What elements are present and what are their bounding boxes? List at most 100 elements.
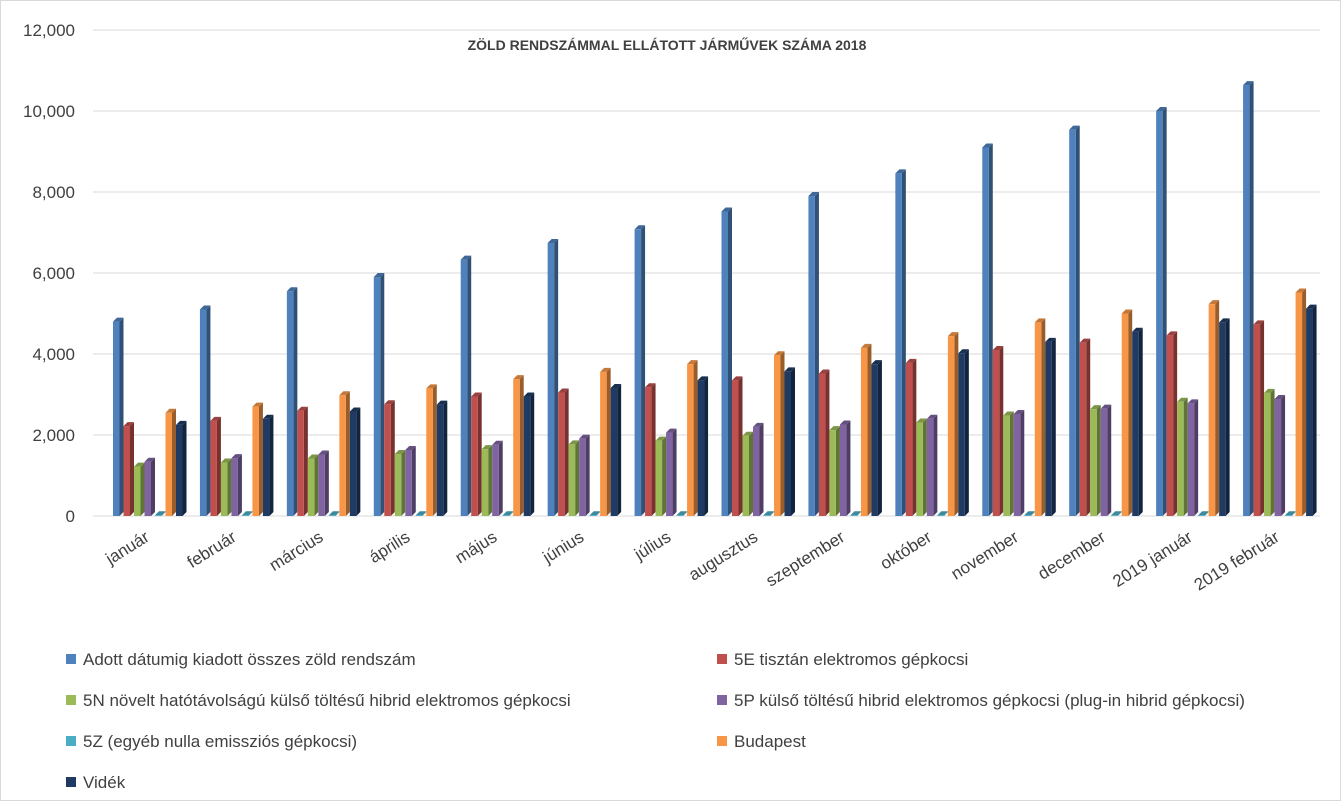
bar bbox=[155, 511, 166, 516]
bar bbox=[436, 400, 448, 516]
bar bbox=[1177, 397, 1188, 516]
bar bbox=[165, 408, 176, 516]
bar bbox=[732, 376, 743, 516]
bars-layer bbox=[113, 81, 1317, 517]
bar bbox=[373, 273, 385, 516]
bar bbox=[297, 406, 308, 516]
legend-label: Adott dátumig kiadott összes zöld rendsz… bbox=[83, 650, 416, 669]
bar bbox=[1253, 320, 1265, 516]
bar bbox=[210, 416, 221, 516]
bar bbox=[471, 392, 482, 516]
bar bbox=[676, 511, 688, 516]
bar bbox=[916, 418, 927, 516]
bar bbox=[871, 360, 882, 516]
bar bbox=[1024, 511, 1035, 516]
y-tick-label: 8,000 bbox=[32, 183, 75, 202]
chart-title: ZÖLD RENDSZÁMMAL ELLÁTOTT JÁRMŰVEK SZÁMA… bbox=[468, 36, 867, 53]
legend-label: 5N növelt hatótávolságú külső töltésű hi… bbox=[83, 691, 571, 710]
bar bbox=[1045, 337, 1056, 516]
bar bbox=[1013, 409, 1025, 516]
x-tick-label: március bbox=[266, 527, 327, 575]
bar bbox=[405, 445, 416, 516]
bar bbox=[1219, 318, 1230, 516]
legend-label: Vidék bbox=[83, 773, 126, 792]
x-tick-label: 2019 január bbox=[1109, 527, 1196, 591]
x-tick-label: november bbox=[948, 527, 1022, 583]
bar bbox=[558, 388, 569, 516]
x-tick-label: február bbox=[184, 527, 240, 572]
bar bbox=[958, 349, 969, 516]
bar bbox=[1243, 81, 1254, 516]
bar bbox=[1090, 405, 1101, 516]
bar bbox=[1132, 327, 1143, 516]
legend-item: 5E tisztán elektromos gépkocsi bbox=[717, 650, 968, 669]
x-tick-label: július bbox=[630, 527, 674, 564]
bar bbox=[1111, 511, 1122, 516]
bar bbox=[666, 428, 677, 516]
bar bbox=[774, 351, 785, 516]
bar bbox=[1264, 388, 1275, 516]
y-tick-label: 6,000 bbox=[32, 264, 75, 283]
bar bbox=[144, 457, 155, 516]
bar bbox=[318, 450, 329, 516]
bar bbox=[937, 511, 948, 516]
bar bbox=[1208, 300, 1220, 516]
bar bbox=[426, 384, 437, 516]
bar bbox=[252, 402, 263, 516]
legend-swatch bbox=[66, 654, 76, 664]
bar bbox=[589, 511, 601, 516]
bar bbox=[655, 436, 667, 516]
bar bbox=[307, 454, 319, 516]
bar bbox=[947, 332, 959, 516]
bar bbox=[860, 343, 872, 516]
legend-item: 5N növelt hatótávolságú külső töltésű hi… bbox=[66, 691, 571, 710]
bar bbox=[134, 462, 145, 516]
legend-label: 5P külső töltésű hibrid elektromos gépko… bbox=[734, 691, 1245, 710]
bar bbox=[1187, 399, 1199, 516]
x-tick-label: április bbox=[366, 527, 414, 567]
bar bbox=[1079, 338, 1091, 516]
bar bbox=[231, 454, 242, 516]
bar bbox=[1274, 394, 1286, 516]
bar bbox=[600, 367, 611, 516]
bar bbox=[349, 407, 361, 516]
bar bbox=[1306, 304, 1317, 516]
bar bbox=[634, 225, 646, 516]
x-tick-label: január bbox=[102, 527, 153, 569]
legend: Adott dátumig kiadott összes zöld rendsz… bbox=[66, 650, 1245, 792]
x-tick-label: december bbox=[1035, 527, 1109, 583]
bar bbox=[721, 207, 732, 516]
bar bbox=[523, 392, 535, 516]
bar bbox=[1121, 309, 1133, 516]
bar bbox=[784, 367, 795, 516]
bar bbox=[1100, 404, 1112, 516]
bar bbox=[905, 358, 917, 516]
x-tick-label: május bbox=[452, 527, 501, 567]
bar bbox=[850, 511, 861, 516]
bar bbox=[1069, 125, 1080, 516]
bar bbox=[982, 143, 993, 516]
bar bbox=[610, 384, 622, 516]
bar bbox=[176, 420, 187, 516]
y-axis-tick-labels: 0 2,000 4,000 6,000 8,000 10,000 12,000 bbox=[23, 21, 75, 526]
bar bbox=[113, 317, 124, 516]
bar bbox=[1295, 288, 1307, 516]
bar bbox=[460, 255, 472, 516]
bar bbox=[339, 391, 350, 516]
legend-item: Adott dátumig kiadott összes zöld rendsz… bbox=[66, 650, 416, 669]
bar bbox=[241, 511, 253, 516]
bar bbox=[808, 192, 819, 517]
bar bbox=[502, 511, 514, 516]
bar bbox=[992, 345, 1004, 516]
bar bbox=[492, 440, 503, 516]
bar bbox=[1003, 411, 1014, 516]
bar bbox=[415, 511, 427, 516]
legend-label: 5E tisztán elektromos gépkocsi bbox=[734, 650, 968, 669]
bar bbox=[579, 434, 590, 516]
bar bbox=[328, 511, 340, 516]
bar bbox=[818, 369, 830, 516]
x-tick-label: október bbox=[877, 527, 935, 573]
x-tick-label: június bbox=[539, 527, 588, 567]
legend-swatch bbox=[717, 654, 727, 664]
